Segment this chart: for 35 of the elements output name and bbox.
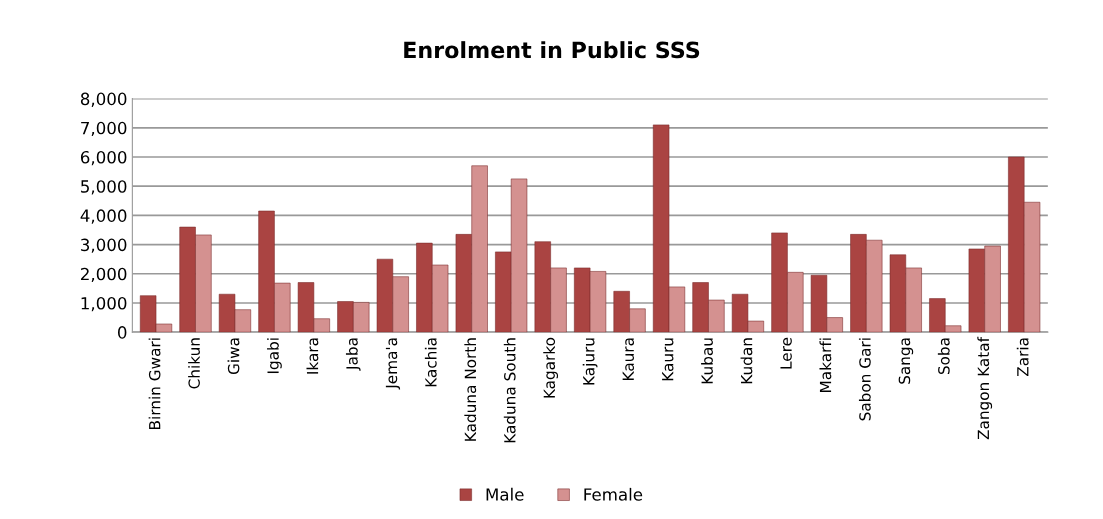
x-tick-label: Ikara (306, 338, 319, 374)
x-tick-label: Jema'a (385, 338, 401, 390)
x-tick-label: Igabi (267, 338, 282, 374)
x-tick-label: Kaduna South (503, 338, 516, 443)
y-tick-label: 5,000 (81, 180, 127, 195)
x-tick-label: Kaura (622, 338, 634, 380)
y-tick-label: 6,000 (80, 150, 127, 166)
x-tick-label: Kajuru (582, 338, 598, 385)
x-tick-label: Kauru (662, 338, 674, 381)
x-tick-label: Jaba (345, 338, 361, 371)
x-tick-label: Kubau (701, 338, 713, 384)
x-tick-label: Chikun (188, 338, 200, 389)
y-tick-label: 2,000 (81, 267, 127, 283)
y-tick-label: 1,000 (81, 296, 127, 312)
x-tick-label: Makarfi (819, 338, 832, 392)
y-tick-label: 7,000 (81, 121, 127, 137)
x-tick-label: Kachia (424, 338, 437, 387)
y-tick-label: 0 (117, 326, 127, 339)
legend-label: Female (584, 487, 643, 501)
x-tick-label: Zangon Kataf (977, 336, 993, 440)
x-tick-label: Kudan (740, 338, 753, 384)
x-tick-label: Sanga (898, 338, 914, 384)
x-tick-label: Lere (780, 337, 792, 369)
legend-label: Male (486, 487, 524, 501)
x-tick-label: Soba (937, 338, 950, 375)
x-tick-label: Birnin Gwari (148, 338, 161, 429)
x-tick-label: Giwa (227, 338, 240, 375)
y-tick-label: 4,000 (80, 209, 127, 224)
y-tick-label: 8,000 (80, 92, 127, 107)
y-tick-label: 3,000 (81, 238, 127, 253)
x-tick-label: Kaduna North (464, 338, 477, 441)
x-tick-label: Zaria (1016, 338, 1029, 377)
chart-title: Enrolment in Public SSS (404, 41, 700, 59)
x-tick-label: Sabon Gari (858, 338, 871, 421)
x-tick-label: Kagarko (543, 337, 559, 398)
